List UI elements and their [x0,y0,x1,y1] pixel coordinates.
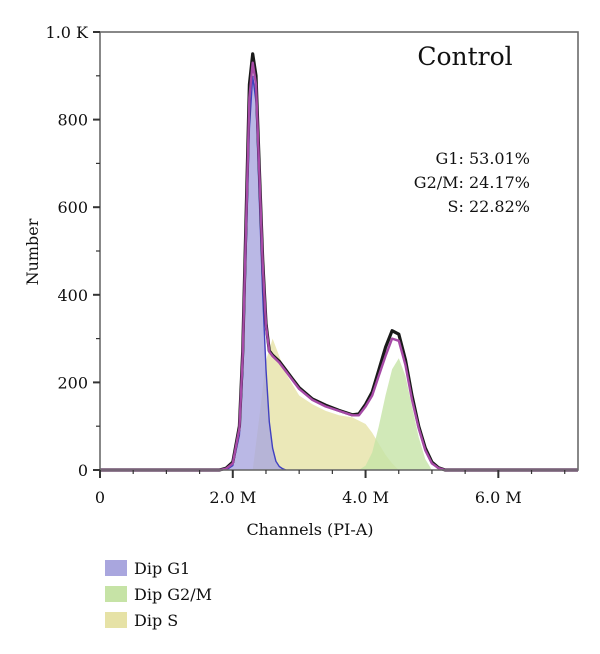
y-tick-label-5: 1.0 K [46,23,90,42]
annotation-g2m: G2/M: 24.17% [414,173,530,192]
y-tick-label-3: 600 [57,198,88,217]
legend: Dip G1 Dip G2/M Dip S [105,559,212,630]
annotation-g1: G1: 53.01% [436,149,530,168]
legend-swatch-g1 [105,560,127,576]
line-layer [100,52,578,472]
y-tick-label-0: 0 [78,461,88,480]
area-dip-g1 [226,75,286,471]
line-fit [100,61,578,472]
legend-swatch-s [105,612,127,628]
legend-label-g1: Dip G1 [134,559,190,578]
y-axis: 0 200 400 600 800 1.0 K [46,23,100,480]
x-tick-label-0: 0 [95,488,105,507]
legend-label-s: Dip S [134,611,178,630]
annotation-s: S: 22.82% [448,197,530,216]
x-tick-label-1: 2.0 M [209,488,256,507]
x-tick-label-2: 4.0 M [342,488,389,507]
x-axis: 0 2.0 M 4.0 M 6.0 M [95,470,566,507]
chart-title: Control [417,42,512,71]
y-axis-label: Number [23,218,42,285]
plot-frame [99,31,579,471]
legend-swatch-g2m [105,586,127,602]
area-dip-s [252,338,399,470]
x-tick-label-3: 6.0 M [475,488,522,507]
legend-label-g2m: Dip G2/M [134,585,212,604]
x-axis-label: Channels (PI-A) [246,520,373,539]
y-tick-label-4: 800 [57,111,88,130]
line-data [100,52,578,472]
y-tick-label-1: 200 [57,373,88,392]
area-dip-g2m [358,358,432,470]
y-tick-label-2: 400 [57,286,88,305]
